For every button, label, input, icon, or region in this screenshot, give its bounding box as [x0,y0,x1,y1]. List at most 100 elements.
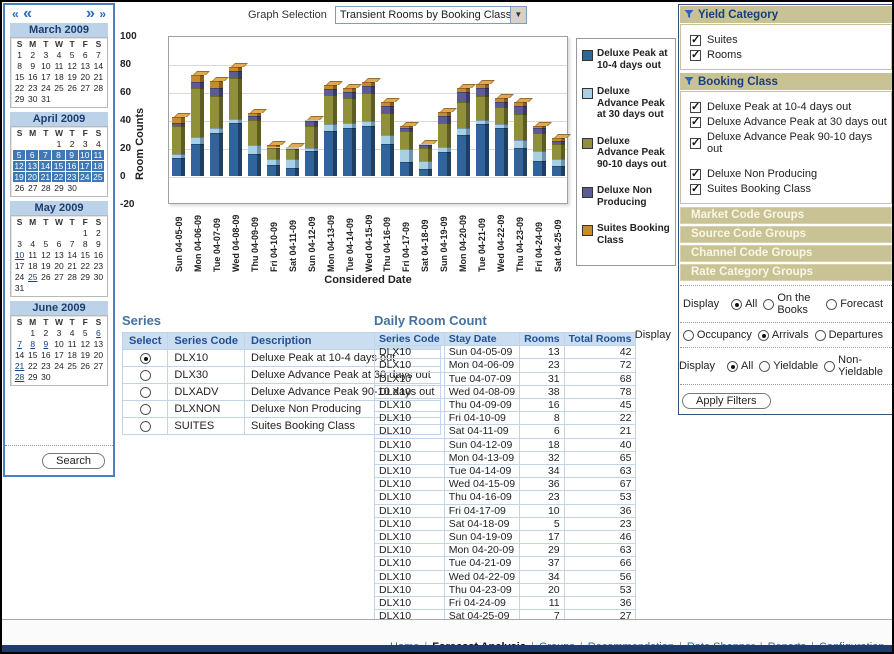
calendar-day-cell[interactable]: 20 [93,350,104,360]
filter-section-header[interactable]: Yield Category [680,6,892,23]
apply-filters-button[interactable]: Apply Filters [682,393,771,409]
calendar-day-cell[interactable]: 5 [43,239,49,249]
graph-selection-dropdown[interactable]: Transient Rooms by Booking Class ▼ [334,6,527,24]
calendar-day-cell[interactable]: 20 [80,72,90,82]
calendar-day-cell[interactable]: 14 [14,350,25,360]
calendar-day-cell[interactable]: 10 [78,150,92,161]
calendar-day-cell[interactable]: 4 [56,50,62,60]
calendar-day-cell[interactable]: 4 [69,328,75,338]
calendar-day-cell[interactable]: 10 [14,250,25,260]
calendar-day-cell[interactable]: 4 [96,139,101,149]
calendar-day-cell[interactable]: 11 [91,150,105,161]
calendar-day-cell[interactable]: 21 [93,72,104,82]
calendar-day-cell[interactable]: 26 [67,83,77,93]
calendar-day-cell[interactable]: 25 [91,172,105,183]
calendar-day-cell[interactable]: 16 [65,161,79,172]
calendar-day-cell[interactable]: 6 [56,239,62,249]
calendar-day-cell[interactable]: 23 [27,83,38,93]
calendar-day-cell[interactable]: 9 [96,239,101,249]
series-select-radio[interactable] [139,420,151,432]
calendar-day-cell[interactable]: 1 [56,139,62,149]
calendar-day-cell[interactable]: 12 [41,250,51,260]
radio-button[interactable] [682,329,694,341]
calendar-day-cell[interactable]: 16 [41,350,51,360]
calendar-day-cell[interactable]: 14 [39,161,53,172]
collapsed-section-bar[interactable]: Market Code Groups [680,207,892,224]
calendar-day-cell[interactable]: 2 [43,328,49,338]
calendar-day-cell[interactable]: 28 [14,372,25,382]
radio-button[interactable] [763,298,775,310]
calendar-day-cell[interactable]: 7 [39,150,53,161]
series-select-radio[interactable] [139,386,151,398]
calendar-day-cell[interactable]: 12 [67,61,77,71]
calendar-day-cell[interactable]: 2 [69,139,75,149]
calendar-day-cell[interactable]: 13 [93,339,104,349]
series-select-radio[interactable] [139,352,151,364]
calendar-day-cell[interactable]: 1 [82,228,88,238]
radio-button[interactable] [759,360,771,372]
calendar-day-cell[interactable]: 1 [30,328,36,338]
calendar-day-cell[interactable]: 23 [41,361,51,371]
calendar-day-cell[interactable]: 9 [43,339,49,349]
calendar-day-cell[interactable]: 8 [17,61,22,71]
calendar-day-cell[interactable]: 19 [41,261,51,271]
chevron-down-icon[interactable]: ▼ [509,7,526,23]
calendar-day-cell[interactable]: 7 [69,239,75,249]
calendar-day-cell[interactable]: 8 [82,239,88,249]
calendar-day-cell[interactable]: 2 [96,228,101,238]
calendar-day-cell[interactable]: 29 [14,94,25,104]
calendar-day-cell[interactable]: 30 [93,272,104,282]
calendar-day-cell[interactable]: 4 [30,239,36,249]
calendar-day-cell[interactable]: 26 [80,361,90,371]
calendar-day-cell[interactable]: 12 [13,161,27,172]
calendar-day-cell[interactable]: 29 [80,272,90,282]
prev-year-icon[interactable]: « [12,7,19,21]
calendar-day-cell[interactable]: 16 [27,72,38,82]
calendar-day-cell[interactable]: 20 [26,172,40,183]
calendar-day-cell[interactable]: 27 [93,361,104,371]
calendar-day-cell[interactable]: 19 [67,72,77,82]
checkbox[interactable] [690,136,701,149]
calendar-day-cell[interactable]: 11 [54,61,64,71]
radio-button[interactable] [731,298,743,310]
calendar-day-cell[interactable]: 8 [52,150,66,161]
checkbox[interactable] [690,100,701,113]
series-select-radio[interactable] [139,369,151,381]
calendar-day-cell[interactable]: 12 [80,339,90,349]
calendar-day-cell[interactable]: 14 [67,250,77,260]
calendar-day-cell[interactable]: 25 [54,83,64,93]
calendar-day-cell[interactable]: 23 [65,172,79,183]
calendar-day-cell[interactable]: 5 [13,150,27,161]
calendar-day-cell[interactable]: 22 [52,172,66,183]
calendar-day-cell[interactable]: 30 [27,94,38,104]
calendar-day-cell[interactable]: 22 [80,261,90,271]
calendar-day-cell[interactable]: 27 [54,272,64,282]
calendar-day-cell[interactable]: 8 [30,339,36,349]
next-year-icon[interactable]: » [99,7,106,21]
calendar-day-cell[interactable]: 31 [41,94,51,104]
calendar-month-title[interactable]: May 2009 [10,201,108,215]
calendar-day-cell[interactable]: 26 [14,183,25,193]
calendar-day-cell[interactable]: 17 [54,350,64,360]
calendar-day-cell[interactable]: 28 [41,183,51,193]
calendar-day-cell[interactable]: 15 [27,350,38,360]
calendar-day-cell[interactable]: 3 [56,328,62,338]
calendar-day-cell[interactable]: 17 [41,72,51,82]
calendar-day-cell[interactable]: 28 [67,272,77,282]
calendar-day-cell[interactable]: 18 [91,161,105,172]
calendar-day-cell[interactable]: 22 [27,361,38,371]
calendar-day-cell[interactable]: 13 [80,61,90,71]
calendar-day-cell[interactable]: 17 [78,161,92,172]
radio-button[interactable] [814,329,826,341]
calendar-day-cell[interactable]: 10 [54,339,64,349]
calendar-day-cell[interactable]: 11 [67,339,77,349]
calendar-month-title[interactable]: June 2009 [10,301,108,315]
calendar-day-cell[interactable]: 27 [27,183,38,193]
calendar-day-cell[interactable]: 18 [54,72,64,82]
calendar-day-cell[interactable]: 29 [27,372,38,382]
calendar-month-title[interactable]: April 2009 [10,112,108,126]
calendar-day-cell[interactable]: 18 [27,261,38,271]
checkbox[interactable] [690,48,701,61]
series-select-radio[interactable] [139,403,151,415]
calendar-day-cell[interactable]: 24 [78,172,92,183]
